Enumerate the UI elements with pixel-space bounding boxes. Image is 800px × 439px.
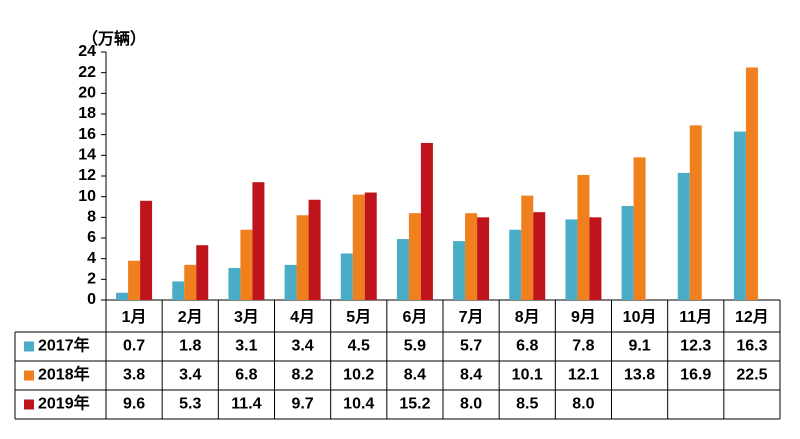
bar <box>296 215 309 300</box>
bar <box>228 267 241 300</box>
legend-label: 2018年 <box>38 365 90 384</box>
table-cell: 7.8 <box>572 338 594 355</box>
bar <box>396 239 409 300</box>
table-cell: 8.4 <box>404 367 426 384</box>
table-cell: 10.2 <box>343 367 374 384</box>
y-tick-label: 8 <box>87 209 96 226</box>
y-tick-label: 12 <box>78 167 96 184</box>
legend-swatch <box>24 341 34 352</box>
table-cell: 5.7 <box>460 338 482 355</box>
bar <box>240 229 253 300</box>
x-tick-label: 9月 <box>571 308 596 326</box>
x-tick-label: 2月 <box>178 308 203 326</box>
table-cell: 10.4 <box>343 396 374 413</box>
table-cell: 22.5 <box>736 367 767 384</box>
table-cell: 16.3 <box>736 338 767 355</box>
table-cell: 1.8 <box>179 338 201 355</box>
bar <box>677 172 690 300</box>
x-tick-label: 1月 <box>122 308 147 326</box>
x-tick-label: 6月 <box>402 308 427 326</box>
bar <box>477 217 490 300</box>
table-cell: 4.5 <box>348 338 370 355</box>
table-cell: 12.1 <box>568 367 599 384</box>
bar <box>364 192 377 300</box>
bar <box>308 199 321 300</box>
x-tick-label: 12月 <box>735 308 769 326</box>
table-cell: 8.4 <box>460 367 482 384</box>
y-axis-label: （万辆） <box>82 29 146 48</box>
y-tick-label: 24 <box>78 43 96 60</box>
legend-swatch <box>24 399 34 410</box>
y-tick-label: 2 <box>87 271 96 288</box>
bar <box>284 264 297 300</box>
bar <box>621 205 634 300</box>
table-cell: 15.2 <box>399 396 430 413</box>
bar <box>116 292 129 300</box>
bar <box>172 281 185 300</box>
table-cell: 6.8 <box>516 338 538 355</box>
y-tick-label: 0 <box>87 291 96 308</box>
table-cell: 8.0 <box>460 396 482 413</box>
bar <box>689 125 702 300</box>
table-cell: 8.5 <box>516 396 538 413</box>
bar <box>589 217 602 300</box>
x-tick-label: 4月 <box>290 308 315 326</box>
y-tick-label: 20 <box>78 85 96 102</box>
table-cell: 8.2 <box>291 367 313 384</box>
table-cell: 12.3 <box>680 338 711 355</box>
bar <box>565 219 578 300</box>
table-cell: 9.6 <box>123 396 145 413</box>
bar <box>184 264 197 300</box>
bar <box>521 195 534 300</box>
table-cell: 9.7 <box>291 396 313 413</box>
bar <box>633 157 646 300</box>
bar <box>733 131 746 300</box>
table-cell: 3.1 <box>235 338 257 355</box>
bar <box>577 174 590 300</box>
bar <box>196 245 209 300</box>
table-cell: 10.1 <box>512 367 543 384</box>
bar <box>453 241 466 300</box>
legend-swatch <box>24 370 34 381</box>
x-tick-label: 5月 <box>346 308 371 326</box>
table-cell: 3.4 <box>291 338 313 355</box>
x-tick-label: 11月 <box>679 308 712 326</box>
table-cell: 8.0 <box>572 396 594 413</box>
table-cell: 16.9 <box>680 367 711 384</box>
table-cell: 3.4 <box>179 367 201 384</box>
legend-label: 2019年 <box>38 394 90 413</box>
bar <box>140 200 153 300</box>
x-tick-label: 7月 <box>459 308 484 326</box>
bar <box>128 260 141 300</box>
y-tick-label: 16 <box>78 126 96 143</box>
table-cell: 6.8 <box>235 367 257 384</box>
x-tick-label: 10月 <box>623 308 657 326</box>
x-tick-label: 3月 <box>234 308 259 326</box>
bar <box>340 253 353 300</box>
y-tick-label: 14 <box>78 147 96 164</box>
table-cell: 0.7 <box>123 338 145 355</box>
y-tick-label: 18 <box>78 105 96 122</box>
legend-label: 2017年 <box>38 336 90 355</box>
table-cell: 5.9 <box>404 338 426 355</box>
bar <box>420 142 433 300</box>
bar <box>745 67 758 300</box>
y-tick-label: 22 <box>78 64 96 81</box>
bar <box>252 182 265 300</box>
bar <box>352 194 365 300</box>
table-cell: 3.8 <box>123 367 145 384</box>
y-tick-label: 4 <box>87 250 96 267</box>
table-cell: 5.3 <box>179 396 201 413</box>
table-cell: 11.4 <box>231 396 261 413</box>
bar <box>465 213 478 300</box>
y-tick-label: 10 <box>78 188 96 205</box>
bar <box>533 212 546 300</box>
y-tick-label: 6 <box>87 229 96 246</box>
bar <box>408 213 421 300</box>
bar <box>509 229 522 300</box>
x-tick-label: 8月 <box>515 308 540 326</box>
table-cell: 9.1 <box>628 338 650 355</box>
table-cell: 13.8 <box>624 367 655 384</box>
